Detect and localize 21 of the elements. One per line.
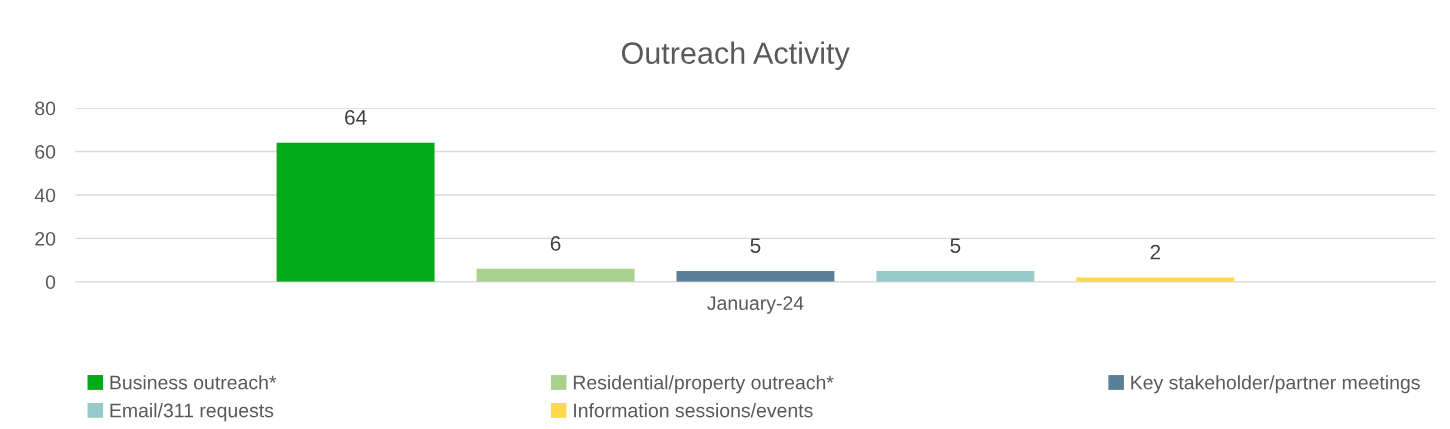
bar — [476, 268, 635, 282]
data-label: 6 — [550, 236, 561, 251]
bar — [676, 270, 835, 282]
legend-label: Key stakeholder/partner meetings — [1131, 375, 1420, 394]
chart-title: Outreach Activity — [621, 41, 850, 71]
data-label: 5 — [750, 238, 761, 253]
data-label: 2 — [1150, 244, 1161, 260]
y-tick-label: 60 — [35, 145, 56, 159]
data-label: 64 — [345, 110, 367, 125]
bar — [876, 270, 1035, 282]
legend-label: Residential/property outreach* — [573, 375, 834, 394]
legend-label: Email/311 requests — [110, 403, 274, 422]
bar — [276, 142, 435, 282]
y-tick-label: 80 — [35, 101, 56, 116]
x-tick-label: January-24 — [707, 296, 804, 314]
legend-label: Information sessions/events — [574, 403, 813, 418]
data-label: 5 — [950, 238, 961, 253]
y-tick-label: 0 — [45, 275, 56, 290]
legend-label: Business outreach* — [110, 375, 277, 390]
y-tick-label: 20 — [35, 231, 56, 246]
y-tick-label: 40 — [34, 188, 56, 203]
